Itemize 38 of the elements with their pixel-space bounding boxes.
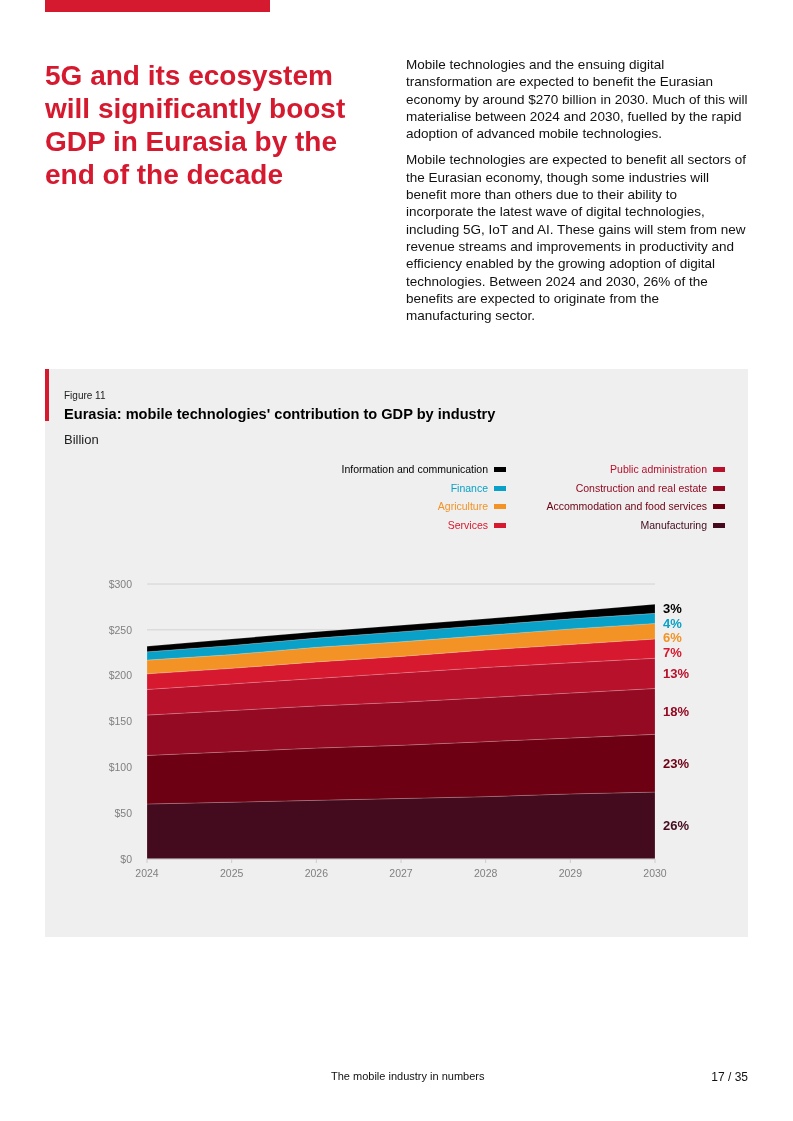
text: 5G and its ecosystem will significantly boost GDP in Eurasia by the end of the decade bbox=[45, 59, 347, 191]
text: Mobile technologies and the ensuing digital transformation are expected to benefit the Eurasian economy by around $270 billion in 2030. Much of this will materialise between 2024 and 2030, fuelled by the rapid adoption of advanced mobile technologies. bbox=[406, 56, 748, 143]
text: 18% bbox=[663, 703, 690, 719]
y-tick-label: $250 bbox=[108, 623, 133, 636]
text: The mobile industry in numbers bbox=[331, 1070, 485, 1082]
y-tick-label: $200 bbox=[108, 669, 133, 682]
y-tick-label: $50 bbox=[114, 806, 133, 819]
x-tick-label: 2030 bbox=[643, 867, 667, 879]
text: 7% bbox=[663, 644, 683, 660]
chart-title: Eurasia: mobile technologies' contribution to GDP by industry bbox=[64, 406, 497, 422]
text: Mobile technologies are expected to benefit all sectors of the Eurasian economy, though some industries will benefit more than others due to their ability to incorporate the latest wave of digital technologies, including 5G, IoT and AI. These gains will stem from new revenue streams and improvements in productivity and efficiency enabled by the growing adoption of digital technologies. Between 2024 and 2030, 26% of the benefits are expected to originate from the manufacturing sector. bbox=[406, 152, 746, 324]
legend-label: Public administration bbox=[610, 462, 708, 475]
legend-label: Construction and real estate bbox=[575, 481, 708, 494]
text: 26% bbox=[663, 818, 690, 834]
legend-label: Accommodation and food services bbox=[546, 499, 707, 512]
y-tick-label: $150 bbox=[108, 715, 133, 728]
x-tick-label: 2029 bbox=[558, 867, 583, 879]
x-tick-label: 2025 bbox=[219, 867, 244, 879]
legend-label: Agriculture bbox=[437, 499, 489, 512]
y-tick-label: $100 bbox=[108, 761, 133, 774]
text: Manufacturing bbox=[640, 518, 708, 531]
y-tick-label: $300 bbox=[108, 577, 133, 590]
caption: Figure 11 bbox=[64, 390, 106, 401]
legend-label: Services bbox=[447, 518, 488, 531]
legend-label: Information and communication bbox=[341, 462, 489, 475]
x-tick-label: 2027 bbox=[389, 867, 413, 879]
chart-subtitle: Billion bbox=[64, 432, 99, 447]
x-tick-label: 2026 bbox=[304, 867, 329, 879]
x-tick-label: 2024 bbox=[135, 867, 159, 879]
y-tick-label: $0 bbox=[120, 852, 133, 865]
x-tick-label: 2028 bbox=[473, 867, 498, 879]
text: 6% bbox=[663, 630, 683, 646]
text: 13% bbox=[663, 665, 690, 681]
text: 4% bbox=[663, 615, 683, 631]
text: 17 / 35 bbox=[711, 1070, 749, 1084]
text: 3% bbox=[663, 601, 683, 617]
legend-label: Finance bbox=[450, 481, 489, 494]
text: 23% bbox=[663, 755, 690, 771]
